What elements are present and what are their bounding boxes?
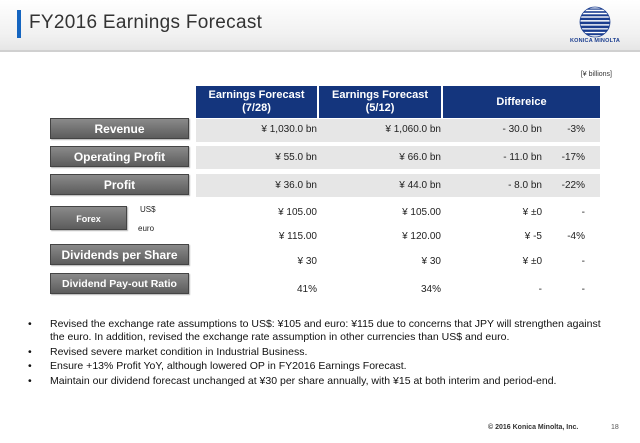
cell-op-profit-new: ¥ 55.0 bn [275,152,317,163]
bullet-list: Revised the exchange rate assumptions to… [28,318,613,389]
row-band-profit [196,174,600,197]
bullet-item: Revised the exchange rate assumptions to… [28,318,613,344]
column-header-line1: Earnings Forecast [208,89,305,101]
cell-dividends-pct: - [581,256,585,267]
globe-logo-icon [579,6,611,38]
cell-forex-euro-old: ¥ 120.00 [402,231,441,242]
cell-forex-usd-old: ¥ 105.00 [402,207,441,218]
column-header-line1: Earnings Forecast [332,89,428,101]
column-header-forecast-7-28: Earnings Forecast (7/28) [196,86,317,118]
title-accent-bar [17,10,21,38]
cell-profit-pct: -22% [561,180,585,191]
cell-dividends-diff: ¥ ±0 [522,256,542,267]
row-band-operating-profit [196,146,600,169]
row-label-dividends: Dividends per Share [50,244,189,265]
row-band-revenue [196,119,600,142]
cell-profit-diff: - 8.0 bn [508,180,542,191]
row-label-forex: Forex [50,206,127,230]
row-label-profit: Profit [50,174,189,195]
slide-title: FY2016 Earnings Forecast [29,12,263,33]
row-label-revenue: Revenue [50,118,189,139]
cell-dividends-new: ¥ 30 [297,256,317,267]
cell-payout-pct: - [581,284,585,295]
cell-forex-usd-pct: - [581,207,585,218]
header-divider [0,50,640,52]
konica-minolta-logo: KONICA MINOLTA [570,6,620,50]
bullet-item: Maintain our dividend forecast unchanged… [28,375,613,388]
cell-revenue-pct: -3% [567,124,585,135]
column-header-line2: (7/28) [242,102,271,114]
cell-payout-new: 41% [296,284,317,295]
column-header-label: Differeice [496,95,547,108]
cell-revenue-old: ¥ 1,060.0 bn [385,124,441,135]
cell-revenue-diff: - 30.0 bn [502,124,542,135]
cell-forex-euro-pct: -4% [567,231,585,242]
forex-sub-label-usd: US$ [140,205,156,214]
cell-forex-euro-new: ¥ 115.00 [278,231,317,242]
cell-profit-old: ¥ 44.0 bn [399,180,441,191]
row-label-operating-profit: Operating Profit [50,146,189,167]
cell-forex-usd-new: ¥ 105.00 [278,207,317,218]
bullet-item: Ensure +13% Profit YoY, although lowered… [28,360,613,373]
cell-dividends-old: ¥ 30 [421,256,441,267]
row-label-payout-ratio: Dividend Pay-out Ratio [50,273,189,294]
cell-forex-usd-diff: ¥ ±0 [522,207,542,218]
column-header-line2: (5/12) [365,102,395,114]
logo-wordmark: KONICA MINOLTA [570,38,621,44]
cell-profit-new: ¥ 36.0 bn [275,180,317,191]
page-number: 18 [611,424,619,431]
slide-header: FY2016 Earnings Forecast KONICA MINOLTA [0,0,640,50]
copyright-notice: © 2016 Konica Minolta, Inc. [488,424,579,431]
column-header-forecast-5-12: Earnings Forecast (5/12) [319,86,441,118]
cell-revenue-new: ¥ 1,030.0 bn [261,124,317,135]
cell-forex-euro-diff: ¥ -5 [524,231,542,242]
cell-op-profit-old: ¥ 66.0 bn [399,152,441,163]
cell-op-profit-diff: - 11.0 bn [503,152,542,163]
cell-op-profit-pct: -17% [561,152,585,163]
column-header-difference: Differeice [443,86,600,118]
cell-payout-old: 34% [420,284,441,295]
unit-note: [¥ billions] [580,71,612,78]
bullet-item: Revised severe market condition in Indus… [28,346,613,359]
cell-payout-diff: - [538,284,542,295]
forex-sub-label-euro: euro [138,224,155,233]
